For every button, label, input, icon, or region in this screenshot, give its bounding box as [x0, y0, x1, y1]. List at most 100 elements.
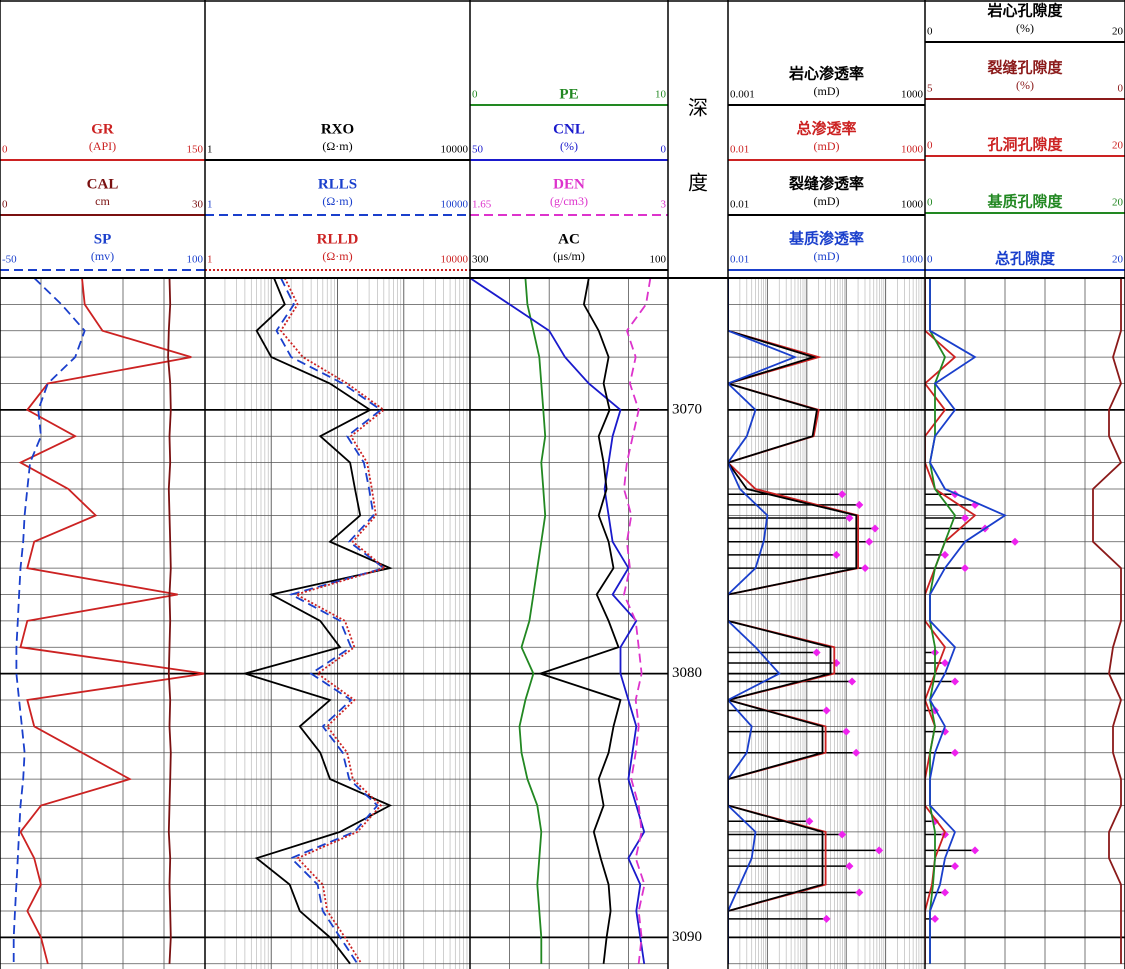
core-point	[941, 550, 949, 559]
curve-group	[928, 278, 1007, 964]
scale-min: 0	[927, 140, 933, 152]
scale-min: 0	[472, 89, 478, 101]
curve-unit: (g/cm3)	[550, 194, 588, 208]
log-curve	[279, 278, 387, 965]
scale-min: 0	[927, 26, 933, 38]
curve-name: 孔洞孔隙度	[987, 135, 1063, 153]
curve-name: 基质渗透率	[788, 229, 864, 247]
log-curve	[12, 278, 86, 964]
depth-header: 深	[688, 97, 708, 120]
curve-group	[728, 278, 798, 964]
curve-group	[1092, 278, 1123, 964]
curve-name: RLLS	[318, 176, 357, 192]
core-point	[845, 514, 854, 523]
curve-unit: cm	[95, 194, 110, 208]
curve-group	[12, 278, 86, 964]
curve-unit: (mD)	[814, 194, 840, 208]
core-point	[870, 524, 879, 533]
log-curve	[167, 278, 172, 964]
curve-group	[275, 278, 386, 965]
scale-min: 0	[2, 144, 8, 156]
depth-header: 度	[688, 172, 708, 195]
log-curve	[275, 278, 386, 965]
scale-min: 0.01	[730, 199, 749, 211]
core-point	[842, 727, 851, 736]
scale-min: 50	[472, 144, 484, 156]
core-point	[852, 748, 861, 757]
log-curve	[623, 278, 652, 964]
depth-label: 3090	[672, 929, 702, 945]
scale-max: 100	[187, 254, 204, 266]
depth-label: 3070	[672, 401, 702, 417]
core-point	[822, 914, 831, 923]
scale-max: 150	[187, 144, 204, 156]
scale-max: 1000	[901, 199, 924, 211]
scale-max: 10000	[441, 254, 469, 266]
core-point	[941, 659, 949, 668]
scale-max: 1000	[901, 89, 924, 101]
scale-max: 0	[1118, 83, 1124, 95]
core-point	[805, 817, 814, 826]
curve-name: DEN	[553, 176, 585, 192]
curve-name: 裂缝孔隙度	[986, 58, 1063, 76]
scale-min: 0.001	[730, 89, 755, 101]
curve-name: GR	[91, 121, 114, 137]
curve-unit: (%)	[560, 139, 578, 153]
scale-min: -50	[2, 254, 17, 266]
curve-name: 总渗透率	[796, 119, 856, 137]
curve-name: RLLD	[317, 231, 359, 247]
log-curve	[1092, 278, 1123, 964]
curve-unit: (API)	[89, 139, 116, 153]
core-point	[838, 490, 847, 499]
scale-min: 0	[2, 199, 8, 211]
core-point	[855, 500, 864, 509]
core-point	[812, 648, 821, 657]
core-point	[931, 914, 939, 923]
log-curve	[18, 278, 205, 964]
scale-max: 1000	[901, 254, 924, 266]
curve-unit: (mD)	[814, 84, 840, 98]
curve-group	[623, 278, 652, 964]
scale-max: 20	[1112, 254, 1124, 266]
scale-min: 0	[927, 197, 933, 209]
scale-max: 3	[661, 199, 667, 211]
core-point	[865, 537, 874, 546]
core-point	[941, 888, 949, 897]
scale-min: 0.01	[730, 144, 749, 156]
curve-unit: (mD)	[814, 249, 840, 263]
scale-max: 20	[1112, 26, 1124, 38]
core-point	[951, 862, 959, 871]
curve-name: 岩心渗透率	[788, 64, 864, 82]
scale-max: 10	[655, 89, 667, 101]
core-point	[971, 846, 979, 855]
curve-group	[18, 278, 205, 964]
curve-name: CAL	[87, 176, 119, 192]
scale-min: 1.65	[472, 199, 492, 211]
curve-unit: (Ω·m)	[322, 139, 352, 153]
scale-min: 1	[207, 144, 213, 156]
curve-unit: (Ω·m)	[322, 249, 352, 263]
curve-name: SP	[94, 231, 112, 247]
scale-min: 5	[927, 83, 933, 95]
scale-max: 1000	[901, 144, 924, 156]
core-point	[875, 846, 884, 855]
curve-group	[167, 278, 172, 964]
log-curve	[728, 278, 798, 964]
core-point	[951, 748, 959, 757]
scale-max: 20	[1112, 140, 1124, 152]
curve-name: RXO	[321, 121, 354, 137]
log-curve	[241, 278, 393, 965]
curve-name: 岩心孔隙度	[986, 1, 1063, 19]
curve-name: 基质孔隙度	[986, 192, 1063, 210]
core-point	[848, 677, 857, 686]
curve-unit: (%)	[1016, 21, 1034, 35]
scale-max: 10000	[441, 144, 469, 156]
log-curve	[928, 278, 1007, 964]
curve-name: CNL	[553, 121, 585, 137]
core-point	[822, 706, 831, 715]
core-point	[951, 677, 959, 686]
curve-unit: (Ω·m)	[322, 194, 352, 208]
curve-name: PE	[559, 86, 578, 102]
curve-unit: (μs/m)	[553, 249, 585, 263]
